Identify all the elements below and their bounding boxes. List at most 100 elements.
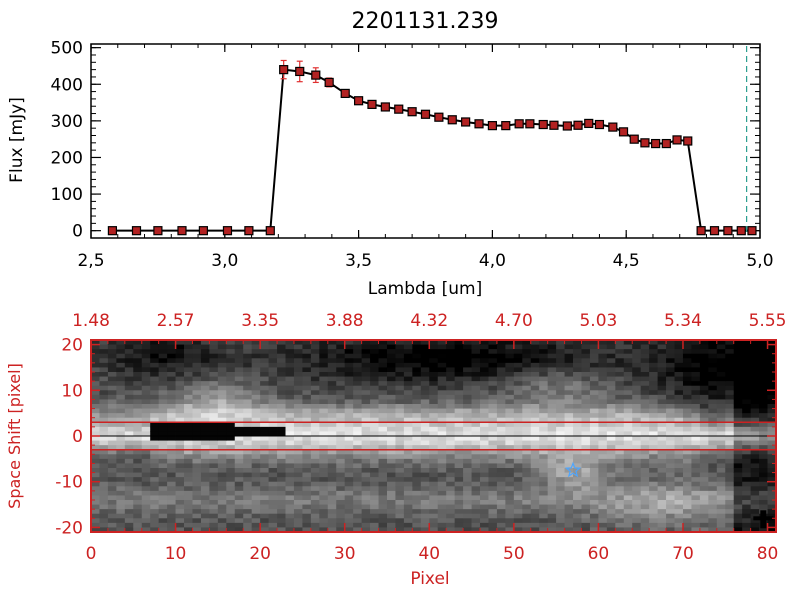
image-pixel	[107, 344, 117, 350]
image-pixel	[378, 454, 388, 460]
image-pixel	[716, 500, 726, 505]
image-pixel	[302, 436, 312, 441]
spectrum-series	[107, 46, 757, 236]
image-pixel	[496, 340, 506, 345]
image-pixel	[733, 426, 743, 432]
image-pixel	[217, 385, 227, 391]
image-pixel	[403, 431, 413, 437]
image-pixel	[107, 509, 117, 515]
image-pixel	[412, 394, 422, 400]
image-pixel	[378, 349, 388, 355]
image-pixel	[589, 477, 599, 483]
image-pixel	[725, 344, 735, 350]
image-pixel	[209, 367, 219, 373]
image-pixel	[750, 413, 760, 419]
image-pixel	[209, 481, 219, 487]
image-pixel	[522, 449, 532, 455]
image-pixel	[564, 426, 574, 432]
image-pixel	[107, 481, 117, 487]
image-pixel	[107, 422, 117, 428]
image-pixel	[446, 417, 456, 423]
image-pixel	[480, 358, 489, 364]
image-pixel	[682, 504, 692, 510]
image-pixel	[344, 522, 354, 528]
image-pixel	[691, 413, 701, 419]
image-pixel	[716, 522, 726, 528]
image-pixel	[615, 477, 625, 483]
image-pixel	[463, 440, 472, 446]
image-pixel	[141, 509, 151, 515]
image-pixel	[471, 344, 481, 350]
image-y-tick-label: -10	[55, 473, 83, 493]
image-pixel	[251, 445, 261, 451]
image-pixel	[260, 468, 269, 473]
image-pixel	[260, 367, 269, 373]
image-pixel	[260, 449, 269, 455]
image-pixel	[632, 408, 642, 414]
image-pixel	[234, 454, 244, 460]
image-pixel	[564, 463, 574, 469]
image-pixel	[243, 458, 253, 464]
image-pixel	[167, 509, 176, 515]
image-pixel	[200, 463, 210, 469]
image-pixel	[513, 385, 523, 391]
image-pixel	[742, 463, 752, 469]
image-pixel	[107, 500, 117, 505]
image-pixel	[133, 404, 143, 409]
image-pixel	[268, 413, 278, 419]
image-pixel	[260, 372, 269, 377]
image-pixel	[344, 477, 354, 483]
image-pixel	[91, 449, 100, 455]
image-pixel	[429, 477, 439, 483]
image-pixel	[581, 518, 591, 524]
image-pixel	[429, 353, 439, 359]
image-pixel	[327, 477, 337, 483]
image-pixel	[564, 362, 574, 368]
image-pixel	[556, 417, 565, 423]
image-pixel	[184, 454, 193, 460]
image-pixel	[530, 449, 540, 455]
image-pixel	[725, 481, 735, 487]
image-pixel	[539, 522, 549, 528]
image-pixel	[682, 376, 692, 382]
image-pixel	[277, 340, 286, 345]
image-pixel	[133, 513, 143, 519]
image-pixel	[133, 367, 143, 373]
image-pixel	[209, 486, 219, 492]
image-pixel	[733, 431, 743, 437]
image-pixel	[522, 399, 532, 405]
image-pixel	[141, 472, 151, 478]
image-pixel	[277, 353, 286, 359]
image-pixel	[403, 422, 413, 428]
image-pixel	[99, 390, 109, 396]
image-pixel	[750, 349, 760, 355]
image-pixel	[386, 413, 396, 419]
image-pixel	[167, 413, 176, 419]
image-pixel	[217, 399, 227, 405]
image-y-tick-label: 0	[72, 427, 83, 447]
image-pixel	[217, 472, 227, 478]
image-pixel	[666, 500, 675, 505]
image-pixel	[649, 385, 659, 391]
image-pixel	[158, 340, 168, 345]
image-pixel	[217, 454, 227, 460]
image-pixel	[522, 436, 532, 441]
image-pixel	[716, 481, 726, 487]
image-pixel	[150, 472, 160, 478]
image-pixel	[370, 417, 379, 423]
image-pixel	[657, 358, 667, 364]
image-pixel	[133, 349, 143, 355]
image-pixel	[767, 477, 777, 483]
image-pixel	[361, 367, 371, 373]
image-pixel	[573, 477, 582, 483]
image-pixel	[539, 463, 549, 469]
image-pixel	[158, 362, 168, 368]
image-pixel	[403, 481, 413, 487]
image-pixel	[124, 390, 134, 396]
image-pixel	[666, 340, 675, 345]
image-pixel	[226, 358, 236, 364]
image-pixel	[454, 408, 464, 414]
image-pixel	[107, 445, 117, 451]
image-pixel	[361, 344, 371, 350]
image-pixel	[378, 449, 388, 455]
